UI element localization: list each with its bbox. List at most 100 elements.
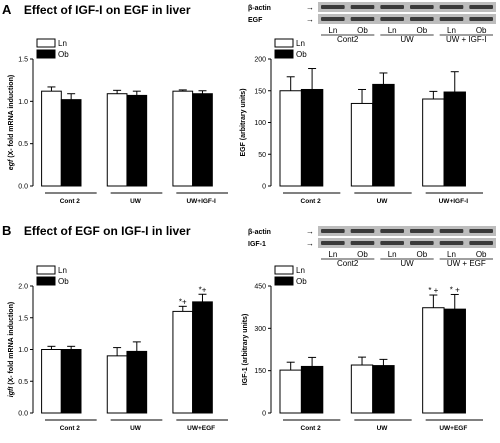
lane-label: Ln bbox=[447, 250, 456, 259]
bar-ln bbox=[350, 102, 374, 187]
lane-label: Ob bbox=[476, 250, 487, 259]
bar-ob bbox=[192, 301, 213, 414]
category-label: UW bbox=[377, 425, 389, 432]
blot-row1-label: β-actin bbox=[248, 229, 271, 236]
category-label: Cont 2 bbox=[60, 198, 81, 205]
blot-band bbox=[321, 17, 345, 21]
y-axis-label: igfI (X- fold mRNA induction) bbox=[8, 302, 15, 397]
y-tick-label: 0 bbox=[262, 411, 266, 418]
panel-a-title: A Effect of IGF-I on EGF in liver bbox=[2, 1, 191, 19]
category-label: UW bbox=[130, 425, 142, 432]
blot-band bbox=[380, 5, 404, 9]
significance-marker: *+ bbox=[179, 297, 187, 306]
bar-ob bbox=[300, 365, 324, 414]
blot-strip-actin bbox=[318, 226, 496, 236]
blot-band bbox=[350, 229, 375, 233]
bar-ob bbox=[300, 88, 324, 187]
legend-label: Ln bbox=[296, 266, 305, 275]
blot-band bbox=[469, 241, 493, 245]
significance-marker: * + bbox=[428, 286, 438, 295]
blot-band bbox=[439, 17, 464, 21]
blot-band bbox=[439, 241, 464, 245]
y-tick-label: 200 bbox=[254, 57, 266, 64]
legend-swatch-ln bbox=[274, 38, 294, 48]
legend-label: Ob bbox=[296, 277, 307, 286]
blot-strip-actin bbox=[318, 2, 496, 12]
bar-ln bbox=[172, 310, 194, 414]
significance-marker: * + bbox=[450, 285, 460, 294]
lane-group-label: UW + IGF-I bbox=[446, 35, 487, 44]
blot-band bbox=[410, 5, 434, 9]
bar-ob bbox=[126, 94, 148, 187]
legend-swatch-ln bbox=[36, 38, 56, 48]
legend-swatch-ln bbox=[274, 265, 294, 275]
y-axis-label-text: (X- fold mRNA induction) bbox=[8, 302, 15, 387]
blot-band bbox=[380, 229, 404, 233]
blot-band bbox=[439, 229, 464, 233]
category-label: UW+EGF bbox=[439, 425, 467, 432]
bar-ln bbox=[41, 349, 62, 414]
bar-ob bbox=[372, 83, 395, 187]
blot-band bbox=[350, 17, 375, 21]
category-label: Cont 2 bbox=[60, 425, 81, 432]
y-axis-label-gene: egf bbox=[8, 159, 15, 170]
bar-ln bbox=[106, 355, 128, 414]
significance-marker: *+ bbox=[199, 285, 207, 294]
legend-label: Ob bbox=[58, 50, 69, 59]
lane-group-label: UW bbox=[400, 35, 414, 44]
bar-ln bbox=[41, 90, 62, 187]
bar-ln bbox=[350, 364, 374, 414]
category-label: UW+IGF-I bbox=[439, 198, 469, 205]
blot-band bbox=[321, 241, 345, 245]
blot-band bbox=[469, 229, 493, 233]
blot-band bbox=[439, 5, 464, 9]
blot-arrow: → bbox=[306, 239, 314, 248]
y-tick-label: 2.0 bbox=[18, 284, 28, 291]
bar-ln bbox=[422, 307, 445, 414]
blot-band bbox=[380, 17, 404, 21]
blot-arrow: → bbox=[306, 15, 314, 24]
lane-group-label: Cont2 bbox=[337, 259, 359, 268]
blot-band bbox=[350, 5, 375, 9]
lane-label: Ln bbox=[447, 26, 456, 35]
y-tick-label: 0.0 bbox=[18, 411, 28, 418]
blot-row1-label: β-actin bbox=[248, 5, 271, 12]
panel-a-text: Effect of IGF-I on EGF in liver bbox=[23, 3, 191, 17]
y-axis-label: egf (X- fold mRNA induction) bbox=[8, 75, 15, 170]
category-label: UW bbox=[377, 198, 389, 205]
category-label: UW bbox=[130, 198, 142, 205]
y-tick-label: 300 bbox=[254, 326, 266, 333]
blot-band bbox=[410, 229, 434, 233]
blot-band bbox=[410, 241, 434, 245]
panel-b-text: Effect of EGF on IGF-I in liver bbox=[23, 224, 191, 238]
category-label: Cont 2 bbox=[301, 425, 322, 432]
legend-label: Ob bbox=[58, 277, 69, 286]
bar-ln bbox=[422, 98, 445, 187]
legend-label: Ln bbox=[58, 39, 67, 48]
blot-band bbox=[350, 241, 375, 245]
blot-arrow: → bbox=[306, 227, 314, 236]
legend-swatch-ob bbox=[36, 49, 56, 59]
lane-group-label: UW + EGF bbox=[447, 259, 486, 268]
y-axis-label-text: (X- fold mRNA induction) bbox=[8, 75, 15, 160]
y-tick-label: 1.5 bbox=[18, 315, 28, 322]
bar-ob bbox=[443, 91, 466, 187]
bar-ob bbox=[60, 99, 82, 187]
blot-strip-target bbox=[318, 238, 496, 248]
bar-ob bbox=[372, 365, 395, 414]
lane-label: Ln bbox=[388, 26, 397, 35]
y-tick-label: 1.0 bbox=[18, 347, 28, 354]
blot-band bbox=[469, 17, 493, 21]
y-tick-label: 100 bbox=[254, 120, 266, 127]
y-axis-label-gene: igfI bbox=[8, 386, 15, 398]
panel-a-letter: A bbox=[2, 2, 12, 17]
lane-label: Ln bbox=[388, 250, 397, 259]
blot-arrow: → bbox=[306, 3, 314, 12]
blot-row2-label: IGF-1 bbox=[248, 241, 266, 248]
bar-ob bbox=[443, 308, 466, 414]
blot-band bbox=[469, 5, 493, 9]
y-tick-label: 450 bbox=[254, 284, 266, 291]
y-tick-label: 0.5 bbox=[18, 141, 28, 148]
legend-swatch-ob bbox=[274, 276, 294, 286]
